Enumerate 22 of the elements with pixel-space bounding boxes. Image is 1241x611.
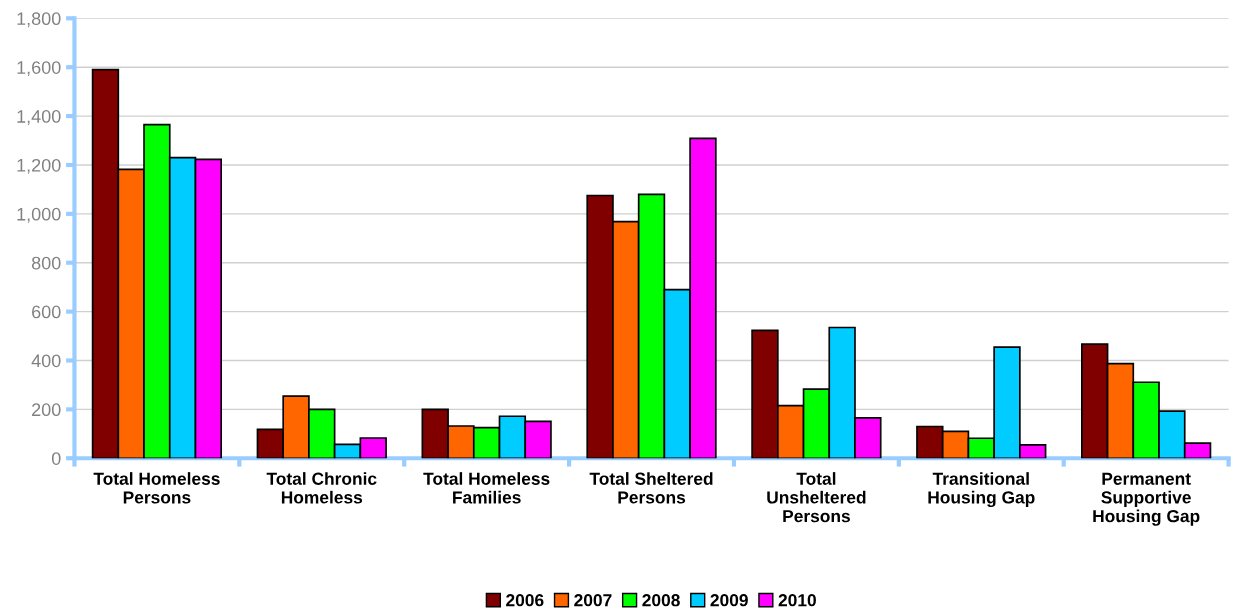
x-tick-label: Total Homeless Persons [93,472,220,504]
y-tick-label: 1,200 [17,158,61,174]
y-tick-label: 1,600 [17,61,61,77]
y-tick-label: 400 [31,354,61,368]
y-tick-label: 1,800 [17,12,61,28]
y-tick-label: 1,000 [17,207,61,223]
legend-label: 2006 [506,594,544,607]
x-tick-label: Total Unsheltered Persons [767,472,866,523]
x-tick-label: Total Sheltered Persons [589,472,713,504]
y-tick-label: 0 [51,452,61,465]
y-tick-label: 1,400 [17,110,61,125]
x-tick-label: Transitional Housing Gap [928,472,1035,508]
x-tick-label: Permanent Supportive Housing Gap [1093,472,1200,526]
legend-label: 2009 [710,594,748,607]
legend-label: 2010 [778,594,816,607]
legend-label: 2008 [642,594,680,607]
legend-label: 2007 [574,594,612,607]
x-tick-label: Total Chronic Homeless [266,472,377,504]
x-tick-label: Total Homeless Families [423,472,550,504]
y-tick-label: 600 [32,305,61,319]
y-tick-label: 200 [32,403,61,417]
y-tick-label: 800 [31,256,61,270]
